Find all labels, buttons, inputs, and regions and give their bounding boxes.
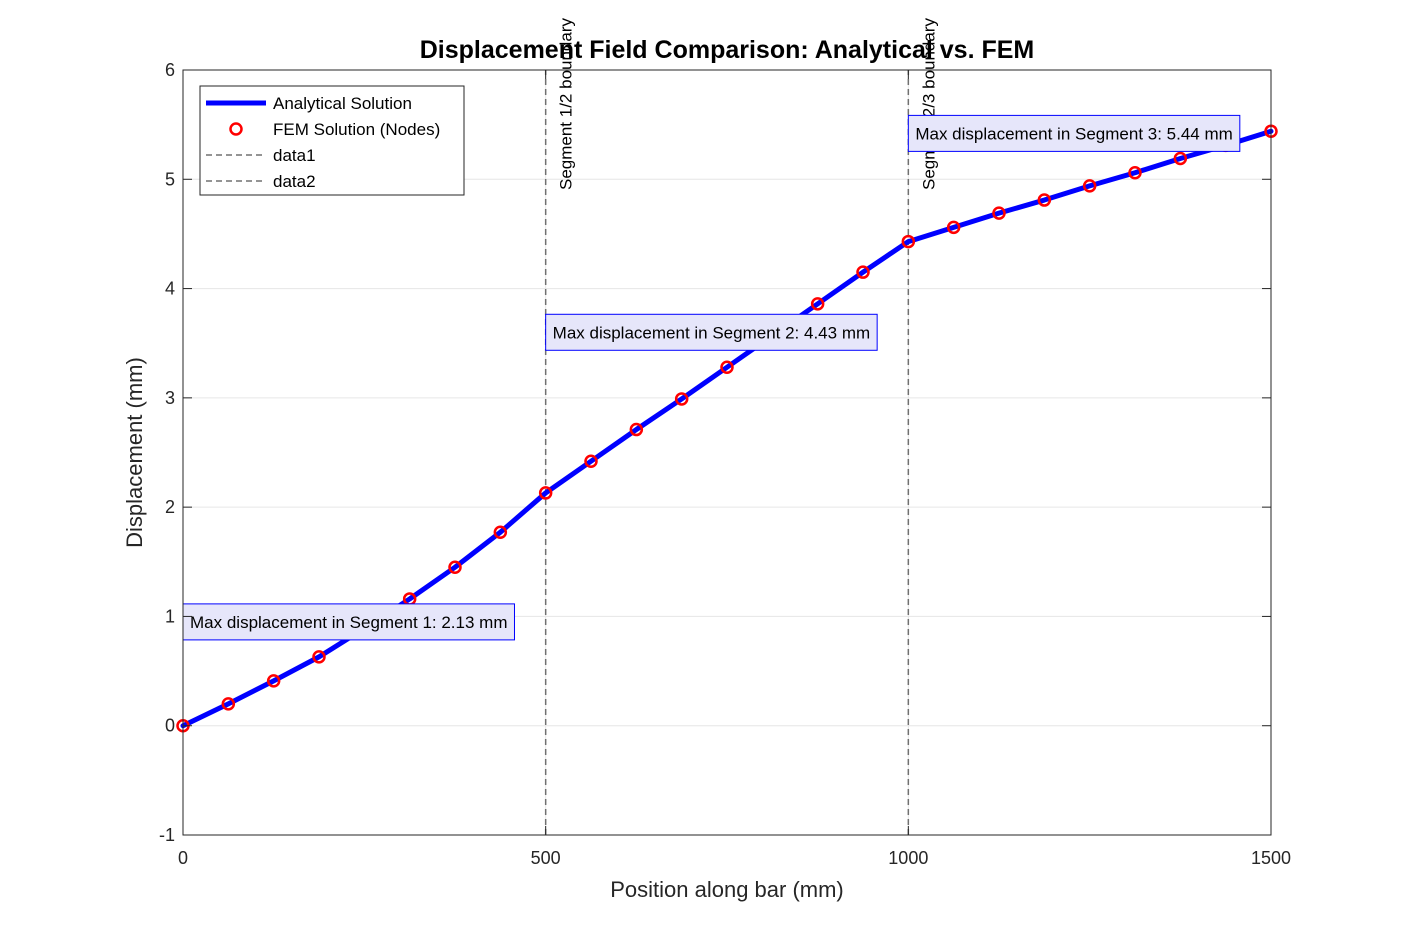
y-tick-label: 3: [165, 388, 175, 408]
y-tick-label: 1: [165, 606, 175, 626]
y-axis-label: Displacement (mm): [122, 357, 147, 548]
annotation-text: Max displacement in Segment 2: 4.43 mm: [553, 323, 870, 342]
annotation-box: Max displacement in Segment 2: 4.43 mm: [545, 313, 878, 351]
fem-node-marker: [810, 297, 825, 311]
fem-node-marker: [1082, 179, 1097, 193]
annotation-box: Max displacement in Segment 3: 5.44 mm: [907, 114, 1241, 152]
annotation-box: Max displacement in Segment 1: 2.13 mm: [182, 603, 515, 641]
annotation-text: Max displacement in Segment 3: 5.44 mm: [915, 124, 1232, 143]
fem-node-marker: [992, 206, 1006, 220]
fem-node-marker: [901, 234, 916, 249]
annotation-background: [907, 114, 1241, 152]
plot-frame: [182, 69, 1272, 836]
legend-item: data2: [206, 172, 316, 191]
y-tick-label: 6: [165, 60, 175, 80]
y-tick-label: 5: [165, 169, 175, 189]
y-tick-label: 0: [165, 716, 175, 736]
fem-node-marker: [674, 392, 689, 406]
fem-node-marker: [538, 486, 553, 500]
fem-node-marker: [493, 525, 508, 540]
fem-node-marker: [584, 454, 598, 468]
fem-node-marker: [856, 265, 870, 279]
legend-item: FEM Solution (Nodes): [229, 120, 440, 139]
fem-node-marker: [1037, 193, 1052, 207]
fem-node-marker: [221, 697, 236, 711]
annotation-text: Max displacement in Segment 1: 2.13 mm: [190, 613, 507, 632]
chart-title: Displacement Field Comparison: Analytica…: [420, 36, 1035, 64]
legend: Analytical Solution FEM Solution (Nodes) d…: [199, 85, 465, 196]
y-tick-label: 2: [165, 497, 175, 517]
legend-item: data1: [206, 146, 316, 165]
fem-node-marker: [266, 674, 281, 688]
legend-label: data1: [273, 146, 316, 165]
legend-label: data2: [273, 172, 316, 191]
x-axis-label: Position along bar (mm): [610, 877, 844, 902]
legend-label: FEM Solution (Nodes): [273, 120, 440, 139]
annotation-background: [545, 313, 878, 351]
x-tick-label: 1000: [888, 848, 928, 868]
x-tick-label: 0: [178, 848, 188, 868]
fem-node-marker: [1173, 151, 1188, 166]
fem-node-marker: [312, 650, 326, 664]
legend-item: Analytical Solution: [206, 94, 412, 113]
fem-node-marker: [448, 560, 462, 574]
annotation-background: [182, 603, 515, 641]
fem-node-marker: [1128, 165, 1142, 180]
boundary-label: Segment 1/2 boundary: [557, 17, 576, 190]
fem-node-marker: [629, 422, 644, 437]
x-tick-label: 500: [531, 848, 561, 868]
fem-node-marker: [720, 360, 734, 375]
legend-label: Analytical Solution: [273, 94, 412, 113]
plot-area: [183, 70, 1271, 835]
fem-node-marker: [946, 220, 961, 235]
y-tick-label: 4: [165, 279, 175, 299]
x-tick-label: 1500: [1251, 848, 1291, 868]
legend-marker-icon: [229, 122, 243, 136]
annotation-group: Max displacement in Segment 1: 2.13 mm Ma…: [182, 114, 1241, 641]
y-tick-label: -1: [159, 825, 175, 845]
